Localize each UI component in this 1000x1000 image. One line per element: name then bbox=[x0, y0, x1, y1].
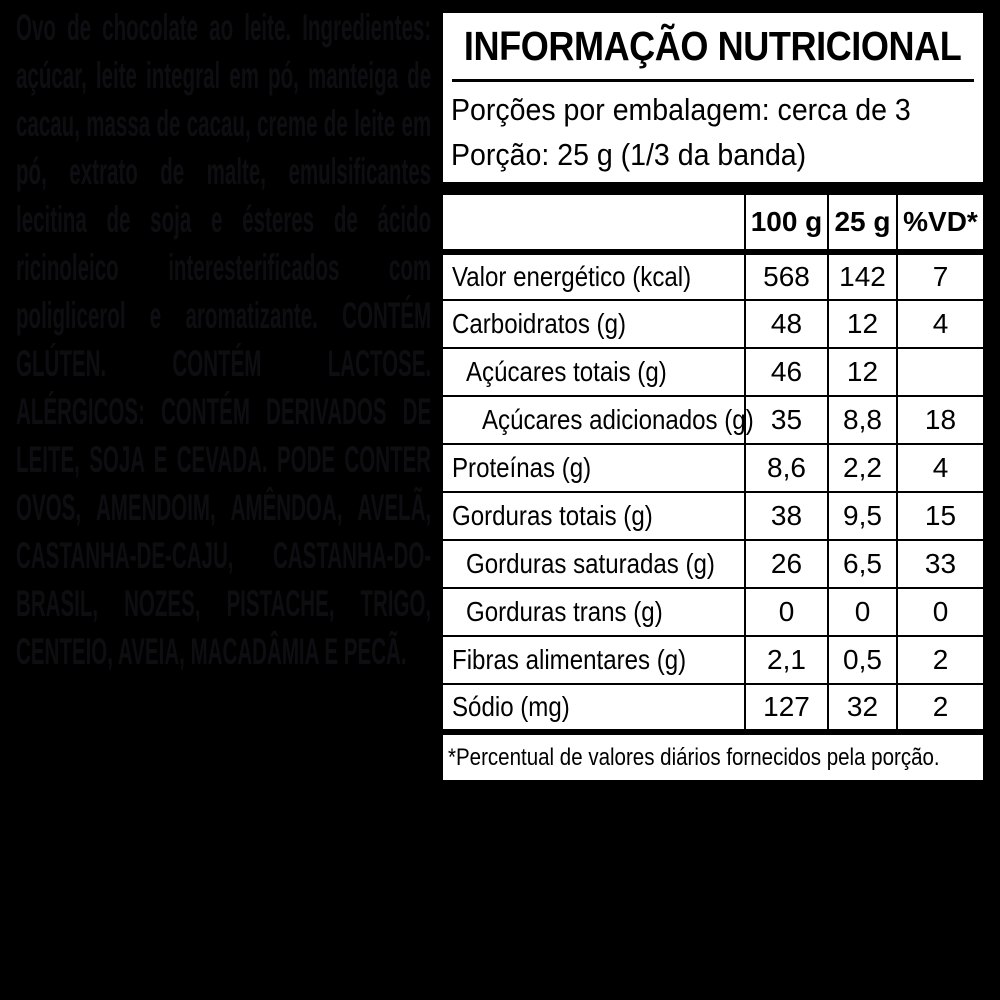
ingredients-paragraph: Ovo de chocolate ao leite. Ingredientes:… bbox=[16, 4, 431, 676]
per25-value-cell: 9,5 bbox=[827, 492, 897, 541]
table-row: Valor energético (kcal) 568 142 7 bbox=[443, 252, 983, 301]
portion-size-text: Porção: 25 g (1/3 da banda) bbox=[451, 137, 807, 172]
vd-value-cell: 18 bbox=[896, 396, 983, 445]
portion-size-line: Porção: 25 g (1/3 da banda) bbox=[451, 132, 983, 177]
nutrient-label-text: Sódio (mg) bbox=[452, 691, 570, 722]
table-row: Carboidratos (g) 48 12 4 bbox=[443, 300, 983, 349]
nutrition-table-body: Valor energético (kcal) 568 142 7 Carboidrat… bbox=[443, 252, 983, 735]
table-row: Sódio (mg) 127 32 2 bbox=[443, 684, 983, 735]
nutrition-title-box: INFORMAÇÃO NUTRICIONAL bbox=[443, 13, 983, 79]
per25-value-cell: 0 bbox=[827, 588, 897, 637]
per100-value-cell: 38 bbox=[744, 492, 828, 541]
per25-value-cell: 32 bbox=[827, 684, 897, 735]
per100-value-cell: 48 bbox=[744, 300, 828, 349]
nutrient-label-text: Açúcares adicionados (g) bbox=[482, 404, 754, 435]
table-row: Gorduras trans (g) 0 0 0 bbox=[443, 588, 983, 637]
nutrient-label-text: Gorduras totais (g) bbox=[452, 500, 653, 531]
vd-value-cell: 2 bbox=[896, 684, 983, 735]
vd-value-cell: 33 bbox=[896, 540, 983, 589]
per25-value-cell: 12 bbox=[827, 300, 897, 349]
nutrient-label-cell: Açúcares adicionados (g) bbox=[443, 396, 754, 445]
nutrient-label-cell: Proteínas (g) bbox=[443, 444, 745, 493]
per100-value-cell: 568 bbox=[744, 252, 828, 301]
nutrient-label-cell: Sódio (mg) bbox=[443, 684, 745, 735]
nutrient-label-text: Proteínas (g) bbox=[452, 452, 592, 483]
vd-value-cell: 4 bbox=[896, 300, 983, 349]
per25-value-cell: 142 bbox=[827, 252, 897, 301]
nutrient-label-text: Açúcares totais (g) bbox=[466, 356, 667, 387]
nutrient-label-text: Fibras alimentares (g) bbox=[452, 644, 687, 675]
per100-value-cell: 0 bbox=[744, 588, 828, 637]
column-header-vd: %VD* bbox=[896, 195, 983, 255]
table-header-row: 100 g 25 g %VD* bbox=[443, 195, 983, 255]
allergens-text: CONTÉM GLÚTEN. CONTÉM LACTOSE. ALÉRGICOS… bbox=[16, 295, 432, 672]
nutrient-label-cell: Gorduras trans (g) bbox=[443, 588, 745, 637]
nutrient-label-cell: Açúcares totais (g) bbox=[443, 348, 745, 397]
per100-value-cell: 127 bbox=[744, 684, 828, 735]
vd-value-cell: 0 bbox=[896, 588, 983, 637]
per100-value-cell: 2,1 bbox=[744, 636, 828, 685]
vd-value-cell: 15 bbox=[896, 492, 983, 541]
nutrient-label-text: Valor energético (kcal) bbox=[452, 261, 692, 292]
per25-value-cell: 2,2 bbox=[827, 444, 897, 493]
portion-info: Porções por embalagem: cerca de 3 Porção… bbox=[443, 82, 983, 182]
vd-value-cell: 7 bbox=[896, 252, 983, 301]
vd-value-cell: 2 bbox=[896, 636, 983, 685]
vd-footnote-text: *Percentual de valores diários fornecido… bbox=[448, 743, 940, 771]
per100-value-cell: 8,6 bbox=[744, 444, 828, 493]
nutrient-label-text: Gorduras saturadas (g) bbox=[466, 548, 715, 579]
per25-value-cell: 12 bbox=[827, 348, 897, 397]
table-top-thick-bar bbox=[443, 182, 983, 195]
servings-per-package-line: Porções por embalagem: cerca de 3 bbox=[451, 87, 983, 132]
table-row: Gorduras saturadas (g) 26 6,5 33 bbox=[443, 540, 983, 589]
servings-per-package-text: Porções por embalagem: cerca de 3 bbox=[451, 92, 911, 127]
table-row: Fibras alimentares (g) 2,1 0,5 2 bbox=[443, 636, 983, 685]
per25-value-cell: 6,5 bbox=[827, 540, 897, 589]
per25-value-cell: 8,8 bbox=[827, 396, 897, 445]
table-row: Açúcares totais (g) 46 12 bbox=[443, 348, 983, 397]
title-divider-line bbox=[452, 79, 974, 82]
nutrition-title: INFORMAÇÃO NUTRICIONAL bbox=[464, 22, 962, 69]
nutrient-label-cell: Gorduras saturadas (g) bbox=[443, 540, 745, 589]
vd-value-cell: 4 bbox=[896, 444, 983, 493]
nutrient-label-text: Gorduras trans (g) bbox=[466, 596, 663, 627]
column-header-25g: 25 g bbox=[827, 195, 897, 255]
column-header-100g: 100 g bbox=[744, 195, 828, 255]
table-row: Açúcares adicionados (g) 35 8,8 18 bbox=[443, 396, 983, 445]
nutrient-label-text: Carboidratos (g) bbox=[452, 308, 626, 339]
per25-value-cell: 0,5 bbox=[827, 636, 897, 685]
nutrient-label-cell: Carboidratos (g) bbox=[443, 300, 745, 349]
table-row: Gorduras totais (g) 38 9,5 15 bbox=[443, 492, 983, 541]
table-row: Proteínas (g) 8,6 2,2 4 bbox=[443, 444, 983, 493]
per100-value-cell: 46 bbox=[744, 348, 828, 397]
vd-footnote: *Percentual de valores diários fornecido… bbox=[443, 735, 983, 780]
ingredients-text: Ovo de chocolate ao leite. Ingredientes:… bbox=[16, 7, 432, 336]
vd-value-cell bbox=[896, 348, 983, 397]
nutrient-label-cell: Gorduras totais (g) bbox=[443, 492, 745, 541]
nutrition-facts-panel: INFORMAÇÃO NUTRICIONAL Porções por embal… bbox=[443, 13, 983, 780]
nutrient-label-cell: Valor energético (kcal) bbox=[443, 252, 745, 301]
nutrient-column-header bbox=[443, 195, 745, 255]
per100-value-cell: 35 bbox=[744, 396, 828, 445]
per100-value-cell: 26 bbox=[744, 540, 828, 589]
nutrition-table: 100 g 25 g %VD* Valor energético (kcal) 5… bbox=[443, 195, 983, 735]
nutrient-label-cell: Fibras alimentares (g) bbox=[443, 636, 745, 685]
